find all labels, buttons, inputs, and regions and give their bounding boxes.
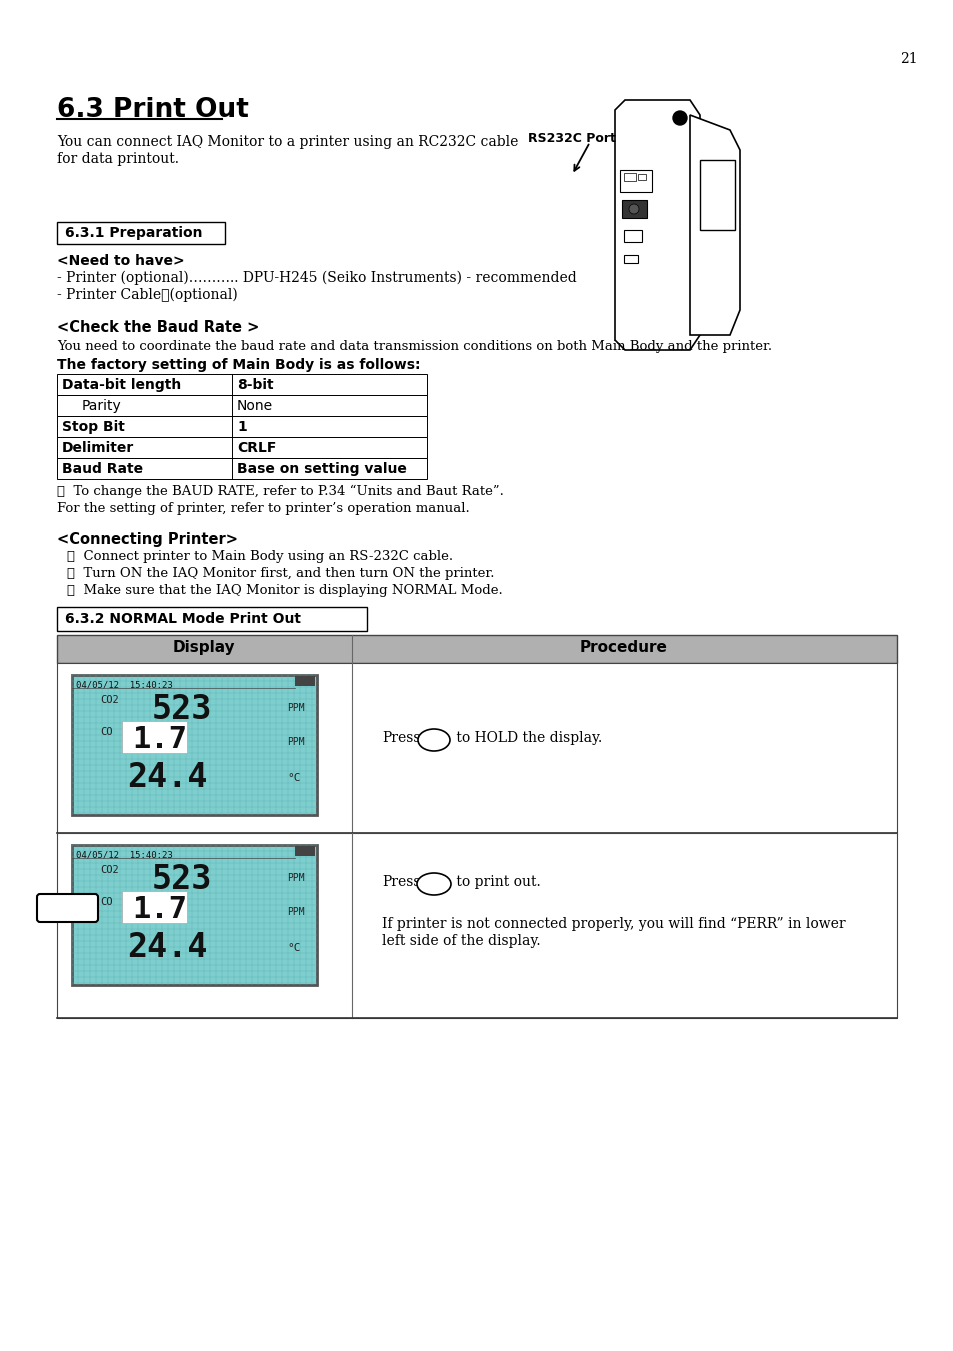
- Bar: [57, 663, 896, 834]
- Text: Press: Press: [381, 731, 420, 744]
- Text: <Check the Baud Rate >: <Check the Baud Rate >: [57, 320, 259, 335]
- FancyBboxPatch shape: [37, 894, 98, 921]
- Text: If printer is not connected properly, you will find “PERR” in lower: If printer is not connected properly, yo…: [381, 917, 844, 931]
- Text: Parity: Parity: [82, 399, 122, 413]
- Bar: [57, 394, 427, 416]
- Text: for data printout.: for data printout.: [57, 153, 179, 166]
- Text: Press: Press: [381, 875, 420, 889]
- Text: PPM: PPM: [287, 703, 304, 713]
- Text: Stop Bit: Stop Bit: [62, 420, 125, 434]
- Circle shape: [628, 204, 639, 213]
- Text: Delimiter: Delimiter: [62, 440, 134, 455]
- Text: 6.3 Print Out: 6.3 Print Out: [57, 97, 249, 123]
- Text: 1.7: 1.7: [132, 894, 187, 924]
- Bar: [294, 846, 314, 857]
- Text: to print out.: to print out.: [452, 875, 540, 889]
- Text: MODE: MODE: [420, 885, 439, 890]
- Text: 523: 523: [152, 693, 213, 725]
- Text: 04/05/12  15:40:23: 04/05/12 15:40:23: [76, 850, 172, 859]
- Text: to HOLD the display.: to HOLD the display.: [452, 731, 601, 744]
- Bar: [122, 892, 187, 923]
- Text: PPM: PPM: [287, 738, 304, 747]
- Polygon shape: [689, 115, 740, 335]
- Text: ③  Make sure that the IAQ Monitor is displaying NORMAL Mode.: ③ Make sure that the IAQ Monitor is disp…: [67, 584, 502, 597]
- Text: °C: °C: [287, 943, 300, 952]
- Bar: [57, 458, 427, 480]
- Circle shape: [672, 111, 686, 126]
- Text: - Printer (optional)……….. DPU-H245 (Seiko Instruments) - recommended: - Printer (optional)……….. DPU-H245 (Seik…: [57, 272, 577, 285]
- Text: You can connect IAQ Monitor to a printer using an RC232C cable: You can connect IAQ Monitor to a printer…: [57, 135, 517, 149]
- Bar: [57, 416, 427, 436]
- Text: 24.4: 24.4: [127, 931, 208, 965]
- Text: ①  Connect printer to Main Body using an RS-232C cable.: ① Connect printer to Main Body using an …: [67, 550, 453, 563]
- Bar: [57, 436, 427, 458]
- Text: You need to coordinate the baud rate and data transmission conditions on both Ma: You need to coordinate the baud rate and…: [57, 340, 771, 353]
- Text: PPM: PPM: [287, 907, 304, 917]
- Text: CO2: CO2: [100, 865, 118, 875]
- Bar: [57, 607, 367, 631]
- Ellipse shape: [416, 873, 451, 894]
- Text: <Connecting Printer>: <Connecting Printer>: [57, 532, 237, 547]
- Text: CRLF: CRLF: [236, 440, 276, 455]
- Text: CO: CO: [100, 897, 112, 907]
- Bar: [623, 173, 636, 181]
- Text: Base on setting value: Base on setting value: [236, 462, 406, 476]
- Text: °C: °C: [287, 773, 300, 784]
- Text: For the setting of printer, refer to printer’s operation manual.: For the setting of printer, refer to pri…: [57, 503, 469, 515]
- Text: left side of the display.: left side of the display.: [381, 934, 540, 948]
- Text: Display: Display: [172, 640, 235, 655]
- Text: 8-bit: 8-bit: [236, 378, 274, 392]
- Bar: [57, 374, 427, 394]
- Bar: [57, 635, 896, 663]
- Text: Data-bit length: Data-bit length: [62, 378, 181, 392]
- Text: None: None: [236, 399, 273, 413]
- Text: 1: 1: [236, 420, 247, 434]
- Text: START: START: [421, 738, 440, 743]
- Text: RS232C Port: RS232C Port: [527, 132, 616, 145]
- Text: The factory setting of Main Body is as follows:: The factory setting of Main Body is as f…: [57, 358, 420, 372]
- Text: HOLD: HOLD: [46, 901, 85, 915]
- Text: 04/05/12  15:40:23: 04/05/12 15:40:23: [76, 680, 172, 689]
- Bar: [700, 159, 734, 230]
- Bar: [122, 721, 187, 753]
- Bar: [71, 844, 316, 985]
- Text: Procedure: Procedure: [579, 640, 667, 655]
- Text: ※  To change the BAUD RATE, refer to P.34 “Units and Baut Rate”.: ※ To change the BAUD RATE, refer to P.34…: [57, 485, 503, 499]
- Text: ②  Turn ON the IAQ Monitor first, and then turn ON the printer.: ② Turn ON the IAQ Monitor first, and the…: [67, 567, 494, 580]
- Polygon shape: [615, 100, 700, 350]
- Bar: [623, 255, 638, 263]
- Bar: [621, 200, 646, 218]
- Text: CO2: CO2: [100, 694, 118, 705]
- Ellipse shape: [417, 730, 450, 751]
- Text: 1.7: 1.7: [132, 725, 187, 754]
- Bar: [294, 676, 314, 686]
- Text: 6.3.1 Preparation: 6.3.1 Preparation: [65, 226, 202, 240]
- Bar: [638, 174, 645, 180]
- Bar: [57, 222, 225, 245]
- Text: CO: CO: [100, 727, 112, 738]
- Text: 6.3.2 NORMAL Mode Print Out: 6.3.2 NORMAL Mode Print Out: [65, 612, 301, 626]
- Bar: [619, 170, 651, 192]
- Text: <Need to have>: <Need to have>: [57, 254, 185, 267]
- Text: - Printer Cable　(optional): - Printer Cable (optional): [57, 288, 237, 303]
- Text: Baud Rate: Baud Rate: [62, 462, 143, 476]
- Bar: [57, 834, 896, 1019]
- Text: 21: 21: [899, 51, 917, 66]
- Text: PPM: PPM: [287, 873, 304, 884]
- Text: HOLD: HOLD: [423, 744, 441, 748]
- Bar: [71, 676, 316, 815]
- Bar: [623, 230, 641, 242]
- Text: 523: 523: [152, 863, 213, 896]
- Text: 24.4: 24.4: [127, 761, 208, 794]
